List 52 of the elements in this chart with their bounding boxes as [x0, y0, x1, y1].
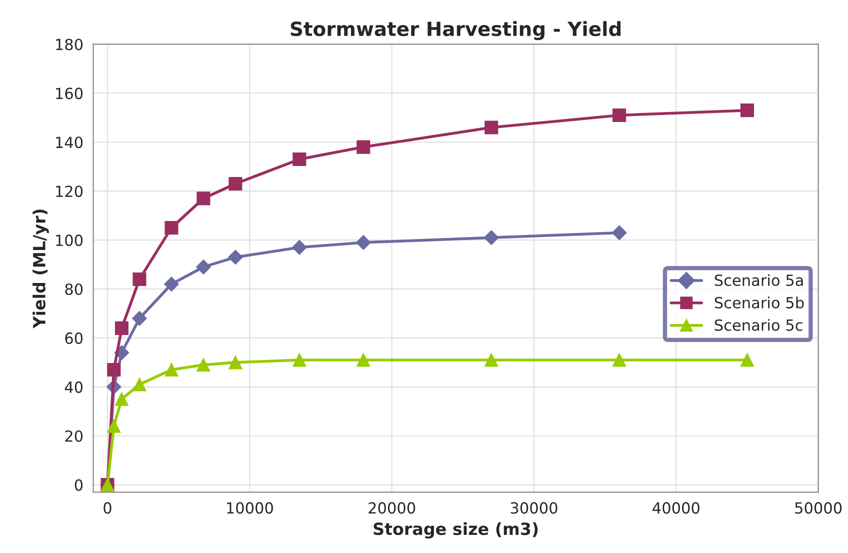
y-tick-label: 160 — [56, 88, 83, 100]
point — [292, 353, 306, 367]
point — [132, 272, 146, 286]
y-tick-label: 80 — [65, 283, 83, 296]
x-axis-title: Storage size (m3) — [374, 522, 538, 538]
point — [164, 221, 178, 235]
point — [612, 353, 626, 367]
point — [114, 392, 128, 406]
y-tick-label: 180 — [56, 38, 83, 50]
point — [132, 378, 146, 392]
chart-title: Stormwater Harvesting - Yield — [290, 21, 621, 40]
point — [228, 356, 242, 370]
point — [484, 353, 498, 367]
y-tick-label: 40 — [64, 381, 83, 393]
point — [356, 353, 370, 367]
point — [164, 276, 179, 292]
x-tick-label: 0 — [104, 502, 112, 514]
legend-label: Scenario 5b — [714, 296, 804, 308]
point — [484, 230, 499, 246]
point — [740, 353, 754, 367]
x-tick-label: 10000 — [227, 502, 273, 514]
y-tick-label: 20 — [65, 430, 83, 442]
x-tick-label: 40000 — [652, 502, 700, 514]
x-tick-label: 50000 — [795, 502, 842, 514]
point — [228, 250, 243, 265]
y-tick-label: 140 — [56, 136, 83, 148]
point — [107, 419, 121, 433]
legend-label: Scenario 5a — [714, 274, 803, 286]
point — [740, 104, 754, 118]
point — [164, 363, 178, 377]
y-tick-label: 60 — [65, 332, 83, 344]
point — [356, 235, 371, 250]
point — [484, 120, 498, 134]
y-tick-label: 0 — [74, 479, 83, 491]
point — [292, 152, 306, 166]
point — [196, 260, 211, 274]
point — [356, 140, 370, 154]
point — [612, 108, 626, 122]
y-axis-title: Yield (ML/yr) — [32, 210, 49, 328]
point — [292, 240, 307, 255]
point — [228, 176, 242, 191]
point — [196, 192, 210, 206]
y-tick-label: 120 — [56, 186, 83, 198]
y-tick-label: 100 — [56, 234, 83, 246]
point — [114, 321, 128, 335]
x-tick-label: 30000 — [510, 502, 558, 514]
x-tick-label: 20000 — [368, 502, 416, 514]
point — [196, 358, 210, 372]
legend-label: Scenario 5c — [714, 319, 802, 331]
point — [612, 225, 627, 240]
point — [107, 363, 121, 377]
point — [132, 310, 147, 326]
